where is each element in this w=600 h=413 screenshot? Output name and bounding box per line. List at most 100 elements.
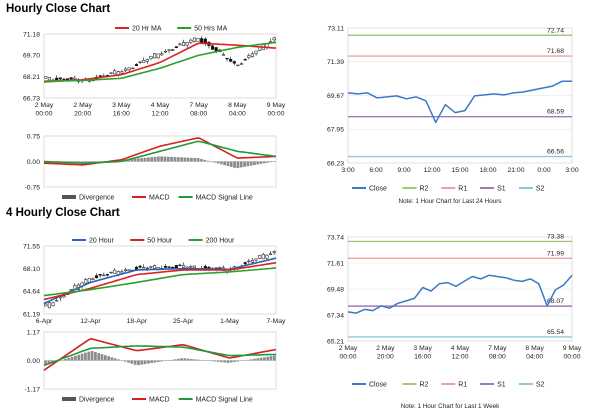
4hourly-price-ma-line-1	[43, 261, 277, 301]
4hourly-price-legend-label: 50 Hour	[147, 238, 173, 245]
hourly-24h-x-tick: 3:00	[565, 167, 578, 174]
4hourly-price-candle	[218, 267, 222, 269]
4hourly-week-legend-label: S1	[497, 382, 506, 389]
hourly-price-candle	[145, 59, 149, 62]
4hourly-week-legend-label: R2	[420, 382, 429, 389]
4hourly-macd-divergence-bar	[266, 356, 270, 361]
4hourly-week-x-tick: 3 May 16:00	[413, 345, 432, 361]
hourly-24h-legend-label: S1	[497, 186, 506, 193]
hourly-macd-signal-line	[43, 140, 277, 165]
4hourly-price-candle	[178, 264, 182, 267]
hourly-price-candle	[55, 77, 59, 81]
hourly-24h-y-tick: 67.95	[327, 127, 344, 134]
hourly-price-candle	[69, 77, 73, 80]
4hourly-price-candle	[189, 266, 193, 268]
hourly-price-candle	[254, 50, 258, 54]
4hourly-price-candle	[44, 303, 48, 307]
hourly-price-chart: 71.18 69.70 68.21 66.732 May 00:00 2 May 20:00…	[23, 26, 286, 118]
hourly-macd-divergence-bar	[206, 160, 210, 162]
hourly-24h-level-label-R2: 72.74	[547, 27, 564, 34]
hourly-macd-divergence-bar	[94, 161, 97, 163]
4hourly-price-candle	[102, 274, 106, 277]
hourly-price-y-tick: 71.18	[23, 31, 40, 38]
4hourly-macd-divergence-bar	[193, 359, 197, 361]
4hourly-week-levels-chart: 73.74 71.61 69.48 67.34 65.21 73.38 71.99 68.07…	[327, 233, 582, 410]
4hourly-macd-divergence-bar	[137, 360, 140, 366]
hourly-price-candle	[124, 68, 128, 72]
hourly-price-legend-label: 20 Hr MA	[132, 26, 162, 33]
4hourly-macd-divergence-bar	[236, 360, 240, 362]
hourly-macd-divergence-bar	[137, 158, 140, 162]
4hourly-week-legend-label: R1	[458, 382, 467, 389]
hourly-price-candle	[229, 58, 233, 62]
hourly-macd-divergence-bar	[216, 161, 220, 164]
4hourly-price-plot-frame	[43, 245, 277, 315]
hourly-macd-divergence-bar	[176, 157, 180, 162]
4hourly-price-candle	[145, 267, 149, 270]
hourly-price-candle	[178, 43, 182, 46]
4hourly-price-candle	[247, 260, 251, 263]
hourly-macd-divergence-bar	[196, 158, 200, 162]
hourly-macd-y-tick: 0.75	[27, 133, 40, 140]
hourly-price-x-tick: 9 May 00:00	[267, 102, 286, 118]
hourly-macd-divergence-bar	[200, 158, 203, 162]
4hourly-macd-macd-line	[43, 337, 277, 371]
hourly-24h-x-tick: 6:00	[369, 167, 382, 174]
hourly-price-candle	[138, 61, 142, 63]
hourly-price-x-tick: 2 May 20:00	[73, 102, 92, 118]
4hourly-week-level-label-S2: 65.54	[547, 329, 564, 336]
4hourly-macd-chart: 1.17 0.00 -1.17 Divergence MACD MACD Signal L…	[25, 329, 277, 404]
hourly-price-x-tick: 7 May 08:00	[189, 102, 208, 118]
4hourly-price-candle	[95, 275, 99, 278]
4hourly-price-candle	[138, 265, 142, 268]
4hourly-macd-divergence-bar	[94, 352, 97, 361]
4hourly-macd-divergence-bar	[130, 360, 134, 364]
hourly-macd-divergence-bar	[166, 156, 170, 162]
hourly-macd-divergence-bar	[213, 161, 217, 163]
hourly-macd-legend-label: Divergence	[79, 195, 115, 202]
4hourly-price-y-tick: 61.19	[23, 311, 40, 318]
hourly-macd-y-tick: 0.00	[27, 159, 40, 166]
4hourly-macd-divergence-bar	[272, 355, 276, 361]
hourly-macd-divergence-bar	[239, 161, 243, 168]
4hourly-macd-divergence-bar	[97, 353, 101, 361]
4hourly-week-y-tick: 71.61	[327, 260, 344, 267]
hourly-price-candle	[109, 72, 113, 74]
hourly-price-candle	[127, 67, 131, 71]
hourly-price-legend-label: 50 Hrs MA	[194, 26, 227, 33]
4hourly-macd-divergence-bar	[269, 356, 273, 361]
4hourly-macd-divergence-bar	[80, 353, 84, 361]
4hourly-price-candle	[265, 254, 269, 259]
4hourly-price-candle	[254, 258, 258, 261]
4hourly-week-y-tick: 67.34	[327, 312, 344, 319]
4hourly-price-candle	[98, 274, 102, 276]
hourly-24h-x-tick: 21:00	[507, 167, 524, 174]
4hourly-macd-divergence-bar	[147, 360, 150, 364]
4hourly-macd-divergence-bar	[87, 351, 91, 361]
hourly-price-candle	[167, 49, 171, 51]
hourly-macd-divergence-bar	[243, 161, 246, 167]
hourly-24h-x-tick: 12:00	[423, 167, 440, 174]
hourly-24h-level-label-S1: 68.59	[547, 109, 564, 116]
hourly-price-candle	[142, 60, 146, 63]
4hourly-macd-divergence-bar	[67, 357, 71, 361]
4hourly-macd-divergence-bar	[110, 357, 114, 361]
4hourly-macd-divergence-bar	[249, 359, 253, 361]
hourly-macd-divergence-bar	[233, 161, 236, 168]
hourly-macd-divergence-bar	[153, 156, 157, 162]
hourly-24h-x-tick: 0:00	[537, 167, 550, 174]
hourly-24h-close-line	[347, 80, 572, 124]
4hourly-macd-divergence-bar	[44, 360, 48, 366]
4hourly-week-legend-label: Close	[369, 382, 387, 389]
4hourly-macd-divergence-bar	[140, 360, 144, 365]
4hourly-macd-signal-line	[43, 345, 277, 367]
4hourly-price-y-tick: 71.55	[23, 243, 40, 250]
4hourly-price-candle	[113, 269, 117, 274]
4hourly-macd-legend-label: MACD	[149, 397, 170, 404]
4hourly-price-y-tick: 68.10	[23, 266, 40, 273]
4hourly-price-candle	[91, 278, 95, 281]
4hourly-price-x-tick: 12-Apr	[80, 318, 101, 325]
4hourly-macd-divergence-bar	[113, 358, 117, 361]
hourly-price-candle	[221, 54, 225, 56]
hourly-price-candle	[247, 55, 251, 58]
